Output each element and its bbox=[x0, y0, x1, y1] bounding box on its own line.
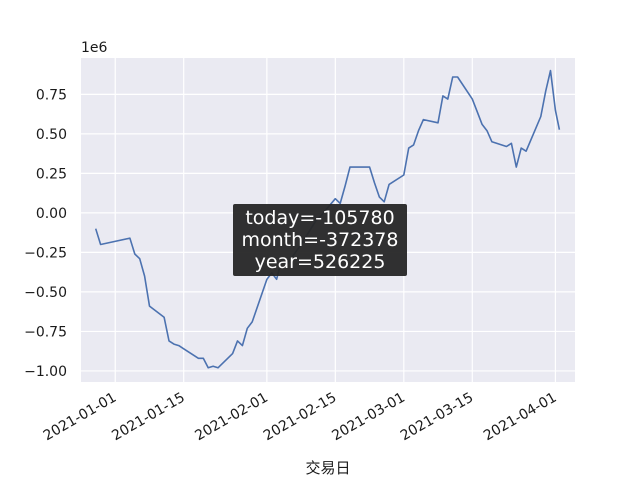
series-group bbox=[94, 69, 561, 369]
y-tick-labels: −1.00 −0.75 −0.50 −0.25 0.00 0.25 0.50 0.75 bbox=[24, 87, 67, 380]
x-axis-label: 交易日 bbox=[305, 459, 350, 477]
x-tick-label: 2021-02-15 bbox=[261, 390, 339, 445]
y-tick-label: −0.75 bbox=[24, 324, 67, 340]
x-tick-label: 2021-03-01 bbox=[329, 390, 407, 445]
y-tick-label: −0.25 bbox=[24, 245, 67, 261]
x-tick-label: 2021-01-15 bbox=[109, 390, 187, 445]
annotation-line-month: month=-372378 bbox=[242, 229, 399, 251]
x-tick-label: 2021-02-01 bbox=[192, 390, 270, 445]
y-tick-label: 0.50 bbox=[36, 127, 67, 143]
x-tick-label: 2021-03-15 bbox=[398, 390, 476, 445]
y-tick-label: 0.00 bbox=[36, 206, 67, 222]
x-tick-label: 2021-01-01 bbox=[41, 390, 119, 445]
annotation-line-year: year=526225 bbox=[255, 251, 386, 273]
y-tick-label: −1.00 bbox=[24, 364, 67, 380]
annotation-line-today: today=-105780 bbox=[245, 207, 394, 229]
y-tick-label: −0.50 bbox=[24, 285, 67, 301]
x-tick-label: 2021-04-01 bbox=[481, 390, 559, 445]
y-tick-label: 0.75 bbox=[36, 87, 67, 103]
annotation: today=-105780 month=-372378 year=526225 bbox=[233, 204, 407, 276]
y-offset-label: 1e6 bbox=[81, 40, 108, 56]
y-tick-label: 0.25 bbox=[36, 166, 67, 182]
annotation-box bbox=[233, 204, 407, 276]
series-line bbox=[94, 69, 561, 369]
